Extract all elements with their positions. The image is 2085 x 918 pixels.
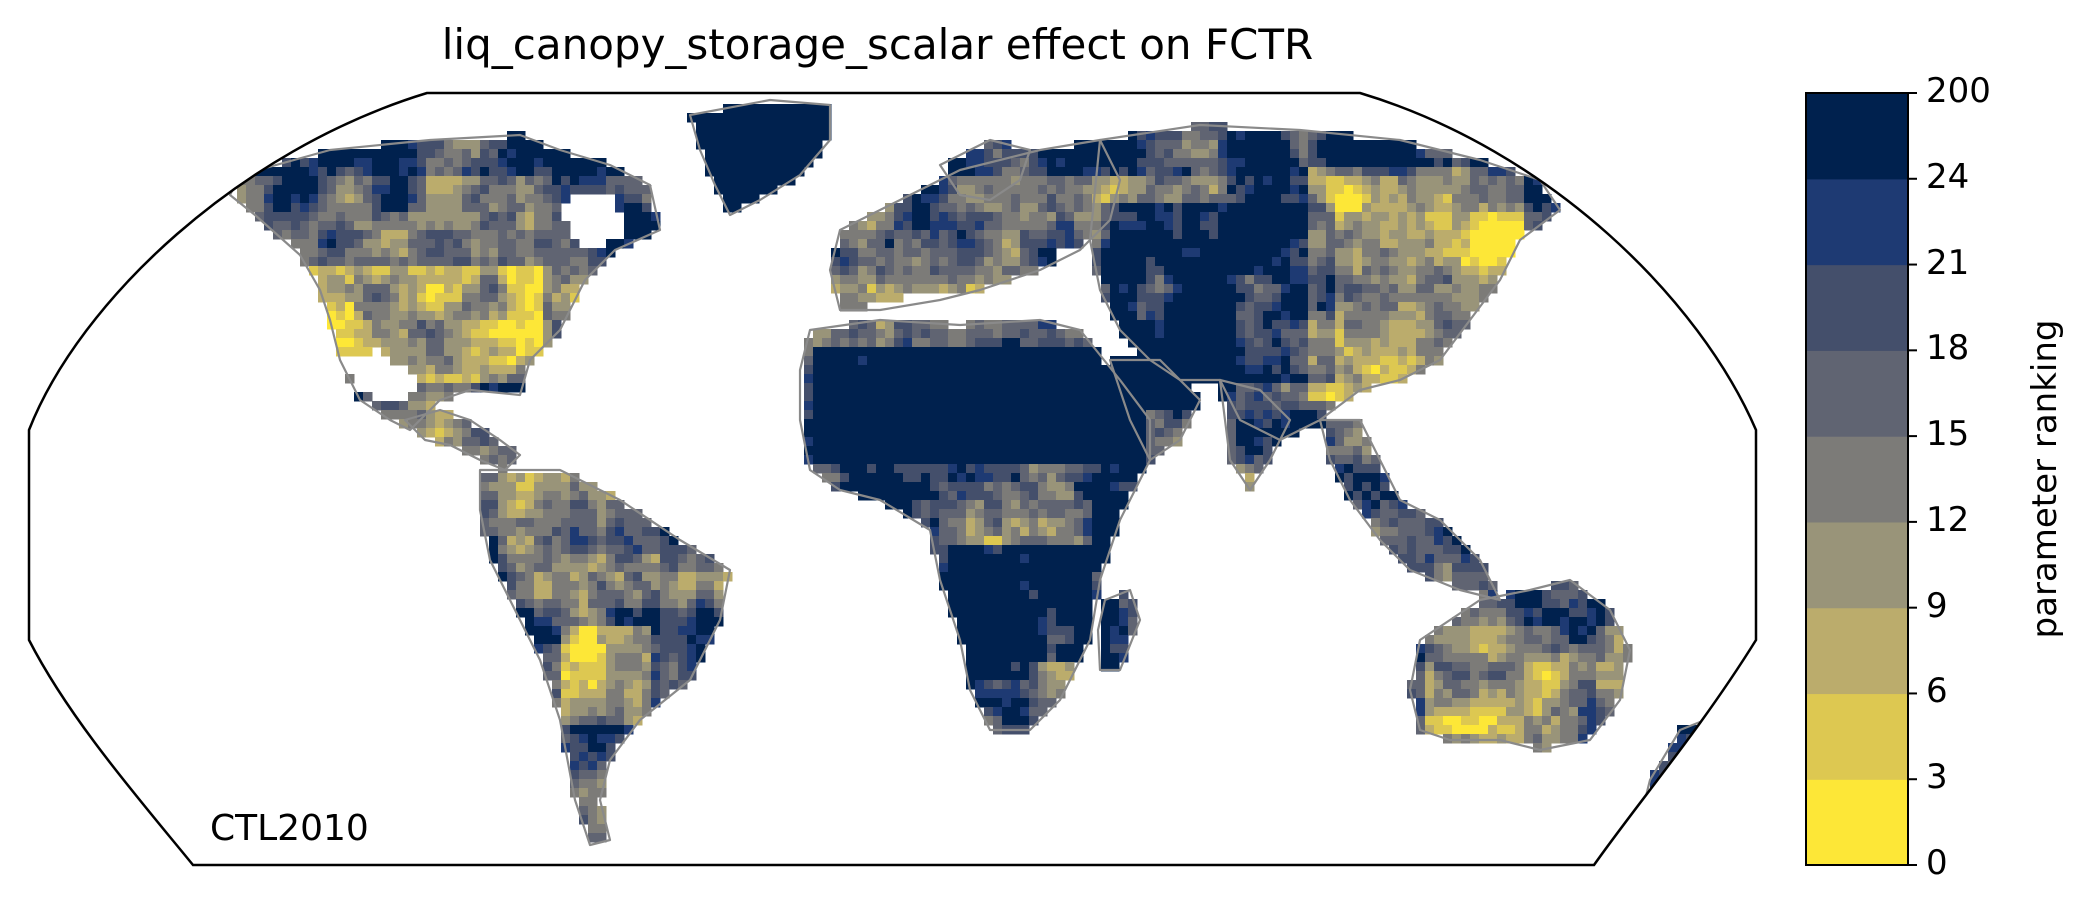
colorbar-tick-label: 15 <box>1926 414 1970 455</box>
coastline-seAsia <box>1318 418 1502 602</box>
coastline-india <box>1218 378 1292 492</box>
ranking-grid <box>237 104 1705 843</box>
colorbar-segment <box>1806 93 1908 180</box>
colorbar-tick-label: 21 <box>1926 242 1970 283</box>
coastline-arabia <box>1108 358 1202 462</box>
colorbar-tick-label: 200 <box>1926 71 1991 111</box>
coastline-madagascar <box>1096 588 1142 672</box>
colorbar-tick-label: 9 <box>1926 585 1948 626</box>
colorbar-tick-label: 6 <box>1926 671 1948 712</box>
colorbar-segment <box>1806 264 1908 351</box>
coastline-newZealand <box>1643 718 1707 802</box>
coastline-centralAmerica <box>403 408 522 472</box>
colorbar-frame <box>1805 92 1909 866</box>
colorbar-segment <box>1806 436 1908 523</box>
map-boundary <box>27 91 1758 867</box>
coastline-australia <box>1408 578 1632 752</box>
colorbar-segment <box>1806 521 1908 609</box>
map-annotation: CTL2010 <box>210 808 369 849</box>
coastline-southAmerica <box>478 468 732 847</box>
coastline-asia <box>1088 123 1562 442</box>
colorbar-segment <box>1806 693 1908 780</box>
coastline-africa <box>798 318 1152 732</box>
coastline-europe <box>828 138 1122 312</box>
colorbar <box>1805 92 1917 866</box>
colorbar-segment <box>1806 779 1908 866</box>
coastline-scandinavia <box>938 138 1032 202</box>
colorbar-tick-label: 3 <box>1926 757 1948 798</box>
colorbar-tick-label: 18 <box>1926 328 1970 369</box>
chart-title: liq_canopy_storage_scalar effect on FCTR <box>441 20 1314 69</box>
colorbar-segment <box>1806 350 1908 437</box>
colorbar-tick-label: 0 <box>1926 843 1948 883</box>
colorbar-segment <box>1806 607 1908 695</box>
coastline-northAmerica <box>228 133 662 432</box>
coastline-greenland <box>688 98 832 217</box>
colorbar-tick-label: 12 <box>1926 499 1970 540</box>
colorbar-label: parameter ranking <box>2025 319 2065 639</box>
colorbar-segment <box>1806 178 1908 266</box>
coastlines <box>228 98 1707 847</box>
colorbar-tick-label: 24 <box>1926 156 1970 197</box>
